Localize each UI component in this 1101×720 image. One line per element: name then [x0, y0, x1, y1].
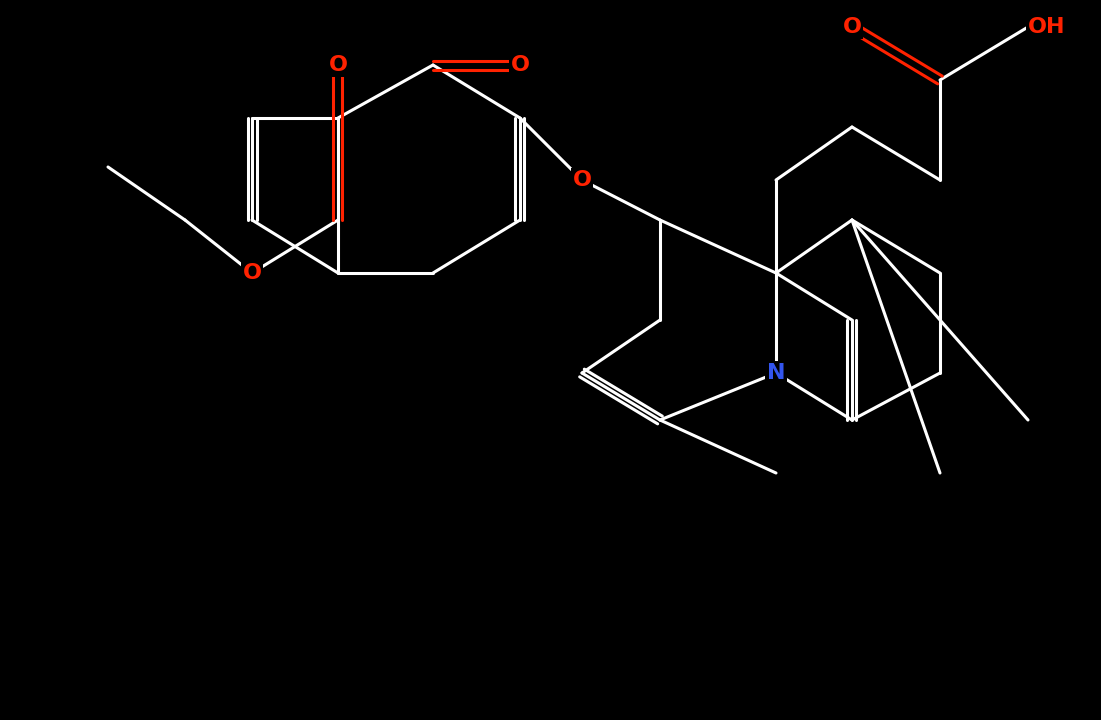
Text: O: O — [842, 17, 861, 37]
Text: O: O — [511, 55, 530, 75]
Text: N: N — [766, 363, 785, 383]
Text: OH: OH — [1028, 17, 1066, 37]
Text: O: O — [573, 170, 591, 190]
Text: O: O — [328, 55, 348, 75]
Text: O: O — [242, 263, 262, 283]
